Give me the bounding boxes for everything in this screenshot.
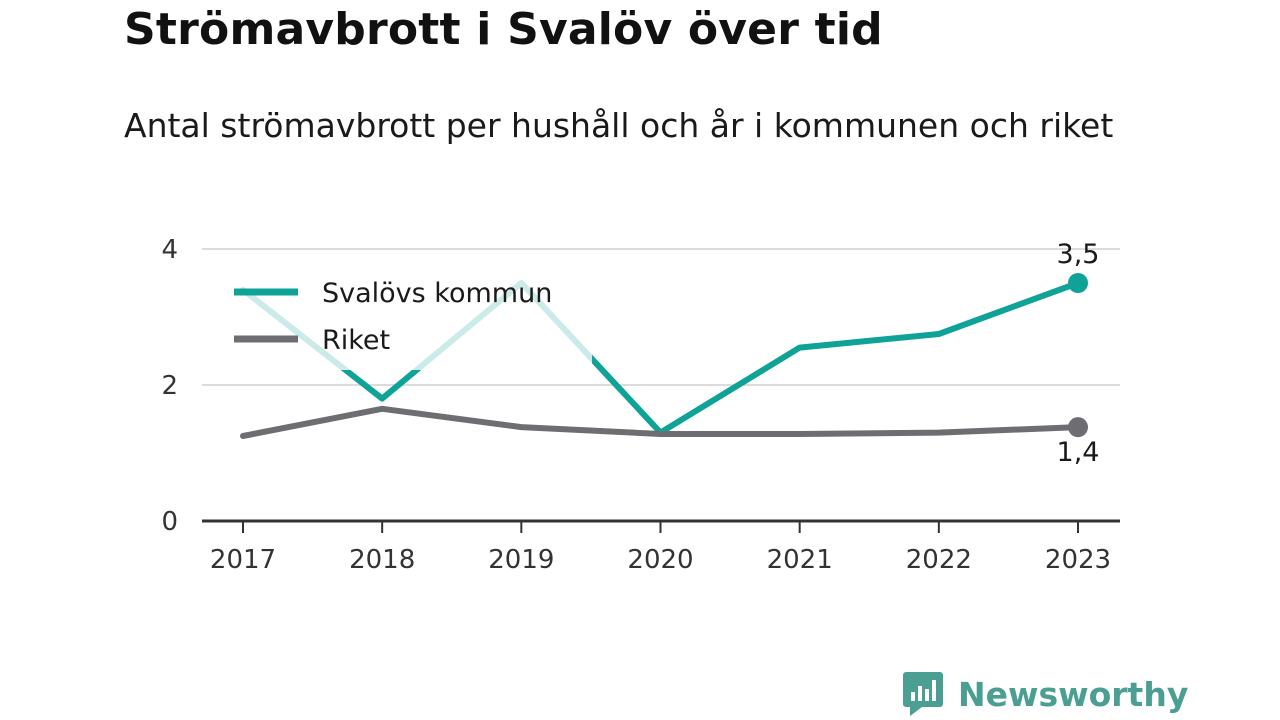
legend-label-1: Riket <box>322 325 390 356</box>
legend-label-0: Svalövs kommun <box>322 278 552 309</box>
end-labels: 3,5 1,4 <box>1057 239 1100 468</box>
chart-subtitle: Antal strömavbrott per hushåll och år i … <box>124 106 1114 145</box>
y-tick-label-2: 2 <box>161 371 178 401</box>
end-label-0: 3,5 <box>1057 239 1100 270</box>
x-tick-label-2017: 2017 <box>210 545 276 575</box>
x-axis: 2017 2018 2019 2020 2021 2022 2023 <box>202 519 1120 575</box>
gridlines <box>202 248 1120 386</box>
x-tick-label-2022: 2022 <box>906 545 972 575</box>
newsworthy-logo-icon <box>903 672 943 716</box>
x-tick-label-2023: 2023 <box>1045 545 1111 575</box>
series-end-point-1 <box>1068 417 1088 438</box>
newsworthy-brand: Newsworthy <box>902 670 1188 718</box>
x-tick-label-2021: 2021 <box>767 545 833 575</box>
y-tick-label-4: 4 <box>161 235 178 265</box>
newsworthy-brand-name: Newsworthy <box>958 674 1189 714</box>
end-label-1: 1,4 <box>1057 437 1100 468</box>
series-end-point-0 <box>1068 273 1088 293</box>
chart-title: Strömavbrott i Svalöv över tid <box>124 4 883 55</box>
y-axis-ticks: 0 2 4 <box>161 235 178 537</box>
x-tick-label-2018: 2018 <box>349 545 415 575</box>
series-lines <box>240 273 1088 439</box>
y-tick-label-0: 0 <box>161 507 178 537</box>
legend-background <box>226 266 592 370</box>
x-tick-label-2020: 2020 <box>627 545 693 575</box>
x-tick-label-2019: 2019 <box>488 545 554 575</box>
legend: Svalövs kommun Riket <box>226 266 592 370</box>
series-line-1 <box>240 405 1081 439</box>
